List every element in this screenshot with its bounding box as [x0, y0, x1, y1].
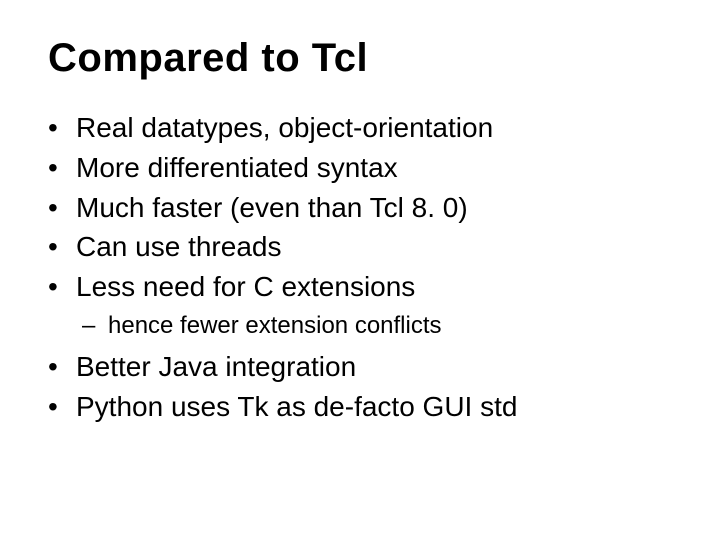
bullet-text: Less need for C extensions [76, 271, 415, 302]
sub-bullet-list: hence fewer extension conflicts [76, 310, 672, 342]
sub-bullet-text: hence fewer extension conflicts [108, 312, 442, 339]
sub-list-item: hence fewer extension conflicts [82, 310, 672, 342]
bullet-text: Better Java integration [76, 351, 356, 382]
list-item: Real datatypes, object-orientation [48, 109, 672, 147]
list-item: Less need for C extensions hence fewer e… [48, 268, 672, 342]
list-item: More differentiated syntax [48, 149, 672, 187]
bullet-text: Python uses Tk as de-facto GUI std [76, 391, 517, 422]
list-item: Can use threads [48, 228, 672, 266]
bullet-text: More differentiated syntax [76, 152, 398, 183]
list-item: Python uses Tk as de-facto GUI std [48, 388, 672, 426]
list-item: Much faster (even than Tcl 8. 0) [48, 189, 672, 227]
slide: Compared to Tcl Real datatypes, object-o… [0, 0, 720, 540]
list-item: Better Java integration [48, 348, 672, 386]
bullet-text: Much faster (even than Tcl 8. 0) [76, 192, 468, 223]
bullet-text: Real datatypes, object-orientation [76, 112, 493, 143]
bullet-list: Real datatypes, object-orientation More … [48, 109, 672, 426]
slide-title: Compared to Tcl [48, 36, 672, 81]
bullet-text: Can use threads [76, 231, 281, 262]
